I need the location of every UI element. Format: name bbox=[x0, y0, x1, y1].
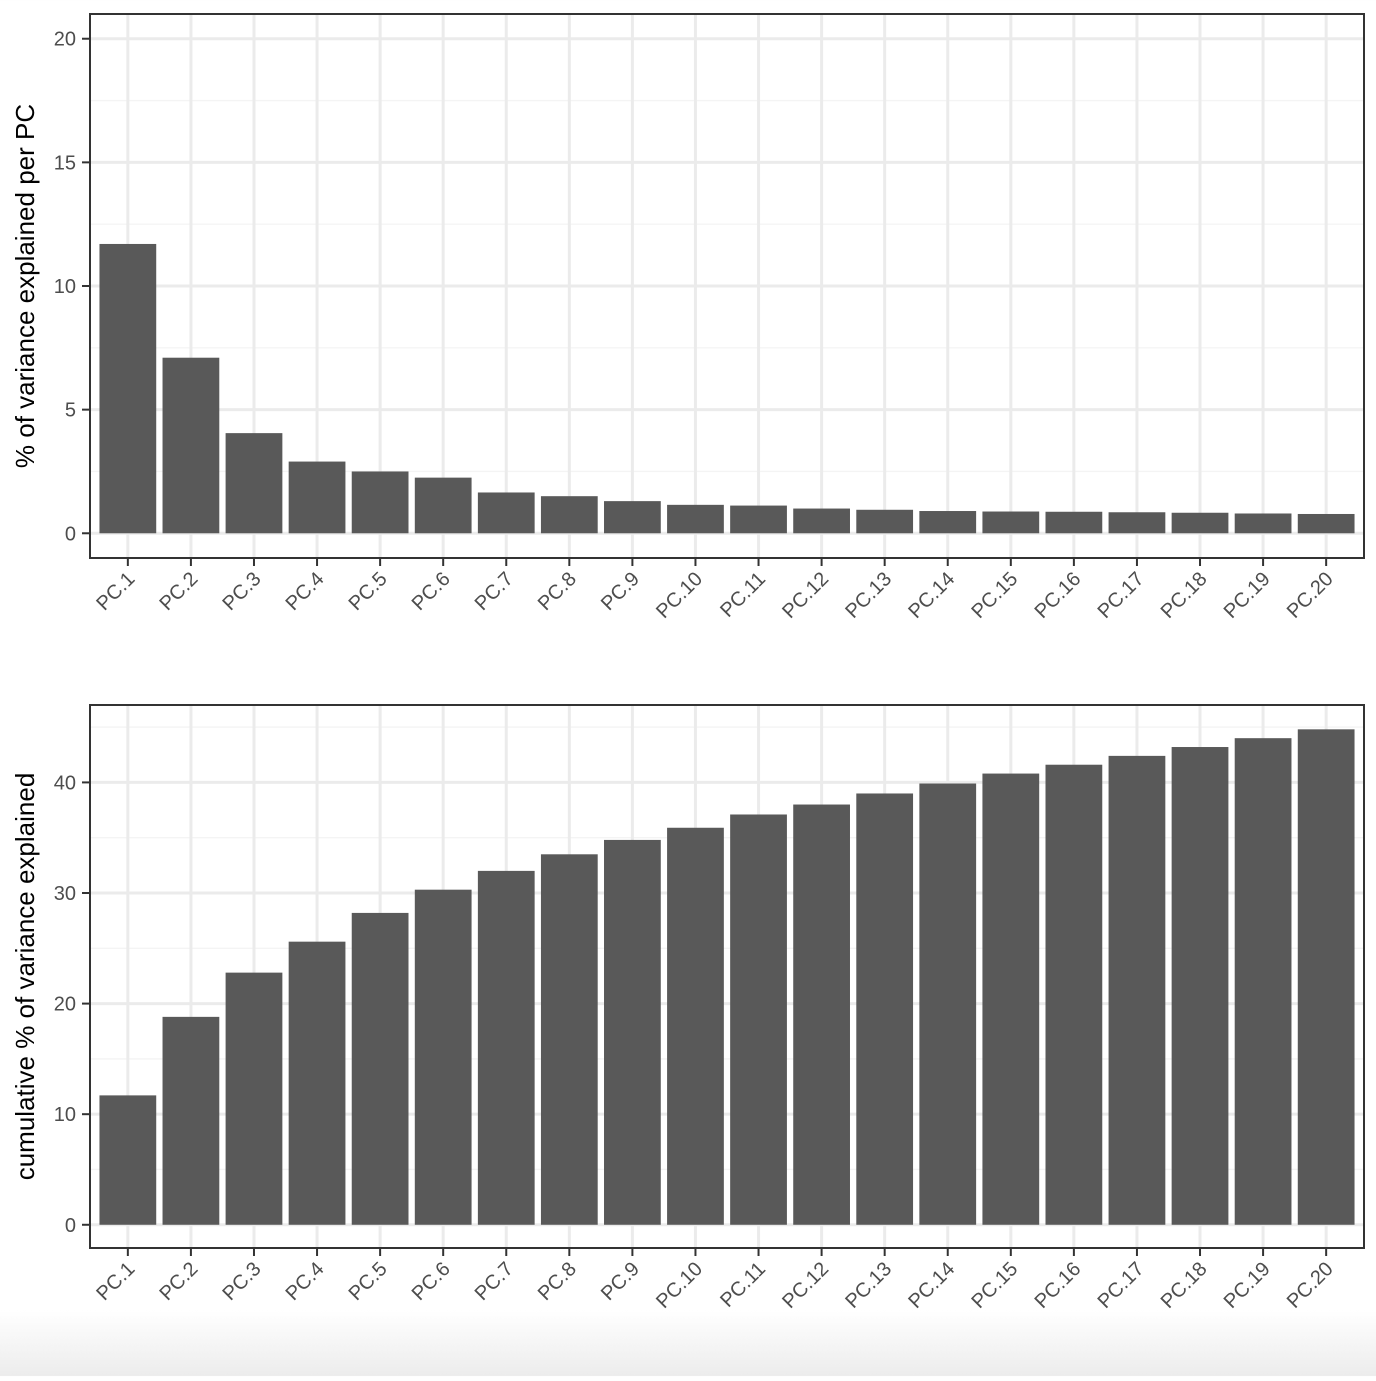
x-tick-label: PC.8 bbox=[534, 1258, 581, 1305]
y-tick-label: 20 bbox=[54, 29, 76, 51]
bar-pc16 bbox=[1045, 511, 1103, 534]
x-tick-label: PC.5 bbox=[345, 1258, 392, 1305]
x-tick-label: PC.17 bbox=[1094, 568, 1149, 623]
x-tick-label: PC.11 bbox=[716, 1258, 770, 1312]
x-tick-label: PC.8 bbox=[534, 568, 581, 615]
y-tick-label: 0 bbox=[65, 523, 76, 545]
bar-pc2 bbox=[162, 357, 220, 534]
x-tick-label: PC.14 bbox=[904, 568, 959, 623]
bar-pc4 bbox=[288, 461, 346, 534]
bar-pc20 bbox=[1297, 729, 1355, 1225]
bar-pc17 bbox=[1108, 755, 1166, 1225]
bar-pc6 bbox=[414, 477, 472, 534]
bar-pc11 bbox=[730, 505, 787, 534]
bar-pc18 bbox=[1171, 512, 1229, 534]
x-tick-label: PC.13 bbox=[841, 568, 896, 623]
x-tick-label: PC.9 bbox=[597, 568, 644, 615]
x-tick-label: PC.1 bbox=[92, 1258, 139, 1305]
bar-pc20 bbox=[1297, 513, 1355, 534]
bar-pc7 bbox=[477, 870, 535, 1225]
x-tick-label: PC.11 bbox=[716, 568, 770, 622]
x-tick-label: PC.1 bbox=[92, 568, 139, 615]
cumulative-variance-panel-border bbox=[89, 704, 1365, 1249]
x-tick-label: PC.16 bbox=[1031, 1258, 1086, 1313]
bar-pc11 bbox=[730, 814, 787, 1225]
x-tick-label: PC.18 bbox=[1157, 568, 1212, 623]
x-tick-label: PC.6 bbox=[408, 1258, 455, 1305]
x-tick-label: PC.5 bbox=[345, 568, 392, 615]
bar-pc8 bbox=[540, 854, 598, 1225]
y-tick-label: 30 bbox=[54, 883, 76, 905]
cumulative-variance-panel: 0 10 20 30 40 PC.1 PC.2 PC.3 PC.4 PC.5 PC.6 PC.7 PC.… bbox=[10, 704, 1365, 1313]
bar-pc3 bbox=[225, 433, 283, 534]
bar-pc17 bbox=[1108, 512, 1166, 534]
bar-pc8 bbox=[540, 496, 598, 534]
bar-pc12 bbox=[793, 508, 850, 534]
bar-pc5 bbox=[351, 471, 409, 534]
x-tick-label: PC.19 bbox=[1220, 568, 1275, 623]
bar-pc9 bbox=[604, 501, 661, 534]
y-axis-title: cumulative % of variance explained bbox=[10, 773, 40, 1181]
x-tick-label: PC.12 bbox=[778, 1258, 833, 1313]
x-tick-label: PC.20 bbox=[1283, 1258, 1338, 1313]
y-axis-title: % of variance explained per PC bbox=[10, 104, 40, 468]
variance-per-pc-panel: 0 5 10 15 20 PC.1 PC.2 PC.3 PC.4 PC.5 PC.6 PC.7 PC.8… bbox=[10, 13, 1365, 623]
bar-pc10 bbox=[667, 504, 724, 534]
bar-pc1 bbox=[99, 243, 157, 534]
x-tick-label: PC.13 bbox=[841, 1258, 896, 1313]
x-tick-label: PC.15 bbox=[967, 568, 1022, 623]
bar-pc13 bbox=[856, 509, 914, 534]
bar-pc7 bbox=[477, 492, 535, 534]
x-tick-label: PC.14 bbox=[904, 1258, 959, 1313]
bar-pc15 bbox=[982, 511, 1040, 534]
bar-pc5 bbox=[351, 912, 409, 1225]
bar-pc6 bbox=[414, 889, 472, 1225]
y-tick-label: 10 bbox=[54, 276, 76, 298]
x-tick-label: PC.10 bbox=[652, 568, 707, 623]
x-tick-label: PC.9 bbox=[597, 1258, 644, 1305]
bar-pc18 bbox=[1171, 747, 1229, 1225]
bar-pc3 bbox=[225, 972, 283, 1225]
x-tick-label: PC.17 bbox=[1094, 1258, 1149, 1313]
bar-pc2 bbox=[162, 1016, 220, 1225]
x-tick-label: PC.2 bbox=[155, 1258, 202, 1305]
x-tick-label: PC.12 bbox=[778, 568, 833, 623]
bar-pc1 bbox=[99, 1095, 157, 1225]
bar-pc19 bbox=[1234, 513, 1292, 534]
bar-pc15 bbox=[982, 773, 1040, 1225]
x-tick-label: PC.7 bbox=[471, 568, 518, 615]
bar-pc16 bbox=[1045, 764, 1103, 1225]
x-tick-label: PC.4 bbox=[282, 1258, 329, 1305]
x-tick-label: PC.6 bbox=[408, 568, 455, 615]
y-tick-label: 10 bbox=[54, 1104, 76, 1126]
x-tick-label: PC.3 bbox=[219, 568, 266, 615]
bar-pc12 bbox=[793, 804, 850, 1225]
bar-pc10 bbox=[667, 827, 724, 1225]
bar-pc14 bbox=[919, 783, 977, 1225]
x-tick-label: PC.18 bbox=[1157, 1258, 1212, 1313]
bar-pc13 bbox=[856, 793, 914, 1225]
y-tick-label: 5 bbox=[65, 400, 76, 422]
x-tick-label: PC.2 bbox=[155, 568, 202, 615]
x-tick-label: PC.4 bbox=[282, 568, 329, 615]
x-tick-label: PC.15 bbox=[967, 1258, 1022, 1313]
bar-pc9 bbox=[604, 839, 661, 1225]
x-tick-label: PC.20 bbox=[1283, 568, 1338, 623]
x-tick-label: PC.19 bbox=[1220, 1258, 1275, 1313]
y-tick-label: 15 bbox=[54, 152, 76, 174]
x-tick-label: PC.16 bbox=[1031, 568, 1086, 623]
x-tick-label: PC.3 bbox=[219, 1258, 266, 1305]
y-tick-label: 40 bbox=[54, 772, 76, 794]
bar-pc14 bbox=[919, 511, 977, 534]
y-tick-label: 20 bbox=[54, 994, 76, 1016]
y-tick-label: 0 bbox=[65, 1215, 76, 1237]
bar-pc19 bbox=[1234, 738, 1292, 1225]
x-tick-label: PC.7 bbox=[471, 1258, 518, 1305]
x-tick-label: PC.10 bbox=[652, 1258, 707, 1313]
bar-pc4 bbox=[288, 941, 346, 1225]
